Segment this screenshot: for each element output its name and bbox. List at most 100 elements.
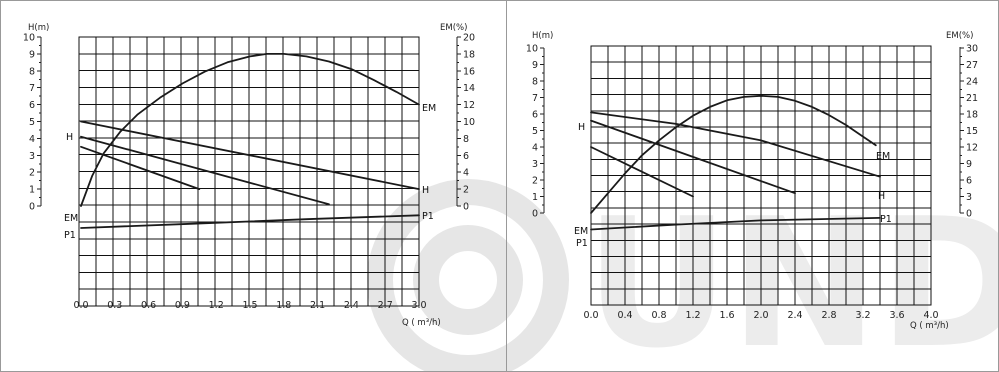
chart-right-y-right-ticks: 0 3 6 9 12 15 18 21 24 27 30: [960, 44, 978, 220]
y-right-tick-label: 16: [463, 66, 475, 77]
y-right-tick-label: 8: [463, 134, 469, 145]
chart-left-series-label-p1: P1: [64, 230, 76, 241]
chart-left-series-label-h: H: [66, 132, 73, 143]
x-tick-label: 1.2: [209, 300, 224, 311]
chart-right-grid: [591, 46, 931, 305]
y-right-tick-label: 18: [966, 110, 978, 121]
y-right-tick-label: 3: [966, 192, 972, 203]
y-right-tick-label: 27: [966, 60, 978, 71]
y-left-tick-label: 5: [29, 117, 35, 128]
y-right-tick-label: 12: [463, 100, 475, 111]
chart-left-y-left-ticks: 0 1 2 3 4 5 6 7 8 9 10: [23, 33, 41, 213]
y-right-tick-label: 30: [966, 44, 978, 55]
x-tick-label: 2.7: [378, 300, 393, 311]
chart-right-series-label-h-right: H: [878, 191, 885, 202]
y-left-tick-label: 8: [29, 66, 35, 77]
x-tick-label: 1.5: [242, 300, 257, 311]
x-tick-label: 3.6: [889, 310, 904, 321]
series-curve-p1: [590, 217, 881, 231]
x-tick-label: 2.4: [344, 300, 359, 311]
y-left-tick-label: 2: [29, 168, 35, 179]
y-right-tick-label: 24: [966, 77, 978, 88]
x-tick-label: 0.0: [73, 300, 88, 311]
chart-left-series-label-em-right: EM: [422, 103, 436, 114]
chart-right-series-label-p1: P1: [576, 238, 588, 249]
y-right-tick-label: 10: [463, 117, 475, 128]
chart-right-y-left-label: H(m): [532, 31, 553, 41]
series-curve-h-0: [590, 111, 881, 178]
y-left-tick-label: 0: [29, 202, 35, 213]
x-tick-label: 3.2: [855, 310, 870, 321]
y-left-tick-label: 9: [532, 60, 538, 71]
x-tick-label: 0.4: [617, 310, 632, 321]
y-left-tick-label: 0: [532, 209, 538, 220]
y-right-tick-label: 12: [966, 143, 978, 154]
series-curve-h-1: [80, 135, 330, 206]
y-left-tick-label: 8: [532, 77, 538, 88]
x-tick-label: 2.4: [787, 310, 802, 321]
chart-left-y-right-ticks: 0 2 4 6 8 10 12 14 16 18 20: [457, 33, 475, 213]
chart-left-series-label-p1-right: P1: [422, 211, 434, 222]
chart-left-grid: [79, 37, 419, 306]
y-left-tick-label: 7: [29, 83, 35, 94]
x-tick-label: 4.0: [923, 310, 938, 321]
series-curve-h: [80, 120, 420, 190]
y-left-tick-label: 1: [532, 192, 538, 203]
x-tick-label: 1.6: [719, 310, 734, 321]
x-tick-label: 0.6: [141, 300, 156, 311]
y-left-tick-label: 1: [29, 185, 35, 196]
chart-left-y-right-label: EM(%): [440, 23, 467, 33]
x-tick-label: 2.1: [310, 300, 325, 311]
y-right-tick-label: 2: [463, 185, 469, 196]
watermark-ring-outer: [367, 179, 569, 372]
chart-left-x-label: Q ( m³/h): [402, 318, 441, 328]
series-curve-em: [80, 53, 420, 207]
y-right-tick-label: 15: [966, 126, 978, 137]
chart-right-plot-border: [590, 45, 932, 306]
chart-right-series-label-em: EM: [574, 226, 588, 237]
chart-right-x-label: Q ( m³/h): [910, 321, 949, 331]
y-left-tick-label: 6: [532, 110, 538, 121]
y-right-tick-label: 0: [463, 202, 469, 213]
watermark-ring-inner: [413, 225, 523, 335]
y-left-tick-label: 2: [532, 176, 538, 187]
x-tick-label: 0.8: [651, 310, 666, 321]
x-tick-label: 2.8: [821, 310, 836, 321]
y-right-tick-label: 0: [966, 209, 972, 220]
x-tick-label: 3.0: [411, 300, 426, 311]
y-right-tick-label: 21: [966, 93, 978, 104]
chart-left-plot-border: [78, 36, 420, 307]
y-left-tick-label: 6: [29, 100, 35, 111]
y-left-tick-label: 10: [526, 44, 538, 55]
y-right-tick-label: 6: [966, 176, 972, 187]
y-left-tick-label: 5: [532, 126, 538, 137]
y-left-tick-label: 4: [29, 134, 35, 145]
x-tick-label: 0.0: [583, 310, 598, 321]
watermark-text: UND: [585, 180, 999, 372]
x-tick-label: 0.3: [107, 300, 122, 311]
series-curve-h-2: [80, 145, 201, 190]
y-right-tick-label: 9: [966, 159, 972, 170]
series-curve-h-2: [590, 146, 694, 198]
x-tick-label: 2.0: [753, 310, 768, 321]
chart-right-y-left-ticks: 0 1 2 3 4 5 6 7 8 9 10: [526, 44, 544, 220]
series-curve-h: [590, 119, 796, 195]
y-left-tick-label: 3: [532, 159, 538, 170]
y-right-tick-label: 18: [463, 49, 475, 60]
chart-left-series-label-em: EM: [64, 213, 78, 224]
y-left-tick-label: 4: [532, 143, 538, 154]
chart-right-series: [590, 94, 881, 231]
chart-right-series-label-p1-right: P1: [880, 214, 892, 225]
x-tick-label: 0.9: [175, 300, 190, 311]
y-right-tick-label: 6: [463, 151, 469, 162]
x-tick-label: 1.8: [276, 300, 291, 311]
chart-left-series: [80, 53, 420, 229]
series-curve-em: [590, 94, 877, 214]
y-left-tick-label: 3: [29, 151, 35, 162]
chart-right-y-right-label: EM(%): [946, 31, 973, 41]
y-left-tick-label: 7: [532, 93, 538, 104]
x-tick-label: 1.2: [685, 310, 700, 321]
chart-right-x-ticks: 0.0 0.4 0.8 1.2 1.6 2.0 2.4 2.8 3.2 3.6 4.0: [583, 310, 938, 321]
